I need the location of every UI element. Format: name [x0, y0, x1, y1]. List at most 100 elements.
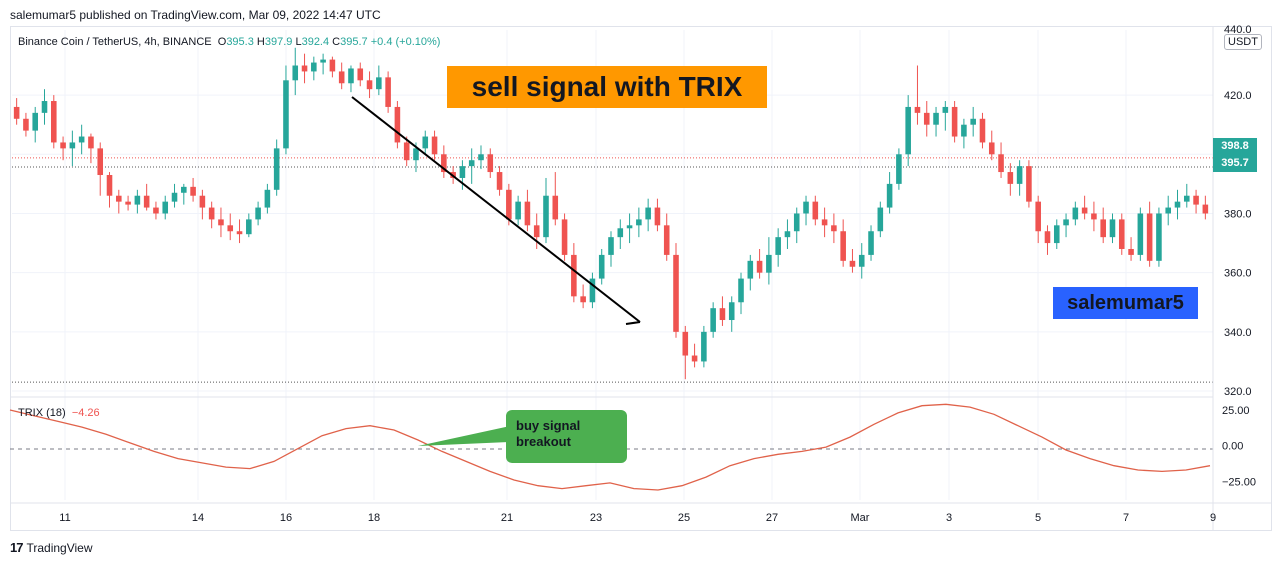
candle [951, 101, 958, 143]
footer-brand-label: TradingView [26, 540, 93, 555]
candle-body [357, 68, 364, 81]
time-tick-label: 23 [590, 512, 602, 524]
time-tick-label: 18 [368, 512, 380, 524]
candle-body [766, 254, 772, 273]
candle-body [552, 195, 559, 220]
candle [970, 106, 976, 137]
candle-body [868, 231, 874, 255]
currency-unit-button[interactable]: USDT [1224, 34, 1262, 50]
candle [1035, 195, 1041, 244]
candle [617, 219, 624, 249]
candle-body [366, 80, 373, 90]
candle-body [413, 148, 419, 161]
candle [376, 65, 382, 96]
candle-body [1156, 213, 1162, 261]
candle [23, 112, 29, 137]
candle [329, 56, 336, 78]
candle-body [1072, 207, 1079, 220]
candle [78, 124, 85, 155]
candle-body [487, 154, 494, 173]
candle [199, 189, 206, 220]
candle-body [942, 106, 949, 113]
candle-body [654, 207, 661, 226]
candle [60, 136, 66, 161]
candle [468, 148, 475, 184]
candle-body [311, 62, 317, 72]
candle-body [617, 228, 624, 238]
candle [923, 101, 930, 137]
candle [645, 198, 651, 232]
candle [32, 106, 39, 143]
candle-body [738, 278, 744, 303]
candle-body [831, 225, 837, 232]
candles-layer [13, 47, 1209, 380]
candle-body [236, 231, 243, 235]
candle-body [524, 201, 531, 226]
candle [812, 195, 819, 226]
candle-body [1193, 195, 1199, 205]
candle [979, 112, 986, 149]
footer-brand[interactable]: 17 TradingView [10, 540, 93, 555]
candle-body [598, 254, 605, 279]
candle [1128, 237, 1134, 261]
candle [961, 118, 967, 149]
candle [719, 296, 726, 326]
candle [877, 201, 884, 238]
candle-body [840, 231, 846, 261]
candle-body [23, 118, 29, 131]
candle [803, 195, 809, 226]
candle-body [97, 148, 104, 176]
candle-body [1007, 172, 1014, 184]
candle [190, 177, 196, 202]
candle-body [673, 254, 679, 332]
candle-body [1035, 201, 1041, 232]
candle [533, 213, 540, 249]
candle-body [701, 331, 707, 362]
trend-arrow [351, 96, 641, 325]
candle [385, 71, 391, 113]
time-tick-label: 25 [678, 512, 690, 524]
candle-body [682, 331, 689, 356]
candle-body [533, 225, 540, 238]
candle-body [988, 142, 995, 155]
candle [320, 53, 326, 75]
candle [441, 145, 447, 178]
candle [301, 53, 308, 84]
candle [1137, 207, 1144, 261]
candle [636, 207, 642, 238]
candle [357, 62, 364, 87]
candle [571, 243, 577, 303]
candle-body [496, 172, 503, 190]
candle-body [1137, 213, 1144, 255]
symbol-legend: Binance Coin / TetherUS, 4h, BINANCE O39… [18, 36, 440, 48]
candle-body [441, 154, 447, 173]
candle [246, 213, 252, 238]
candle-body [1081, 207, 1088, 214]
candle [654, 198, 661, 232]
price-tick-label: 380.0 [1224, 208, 1252, 220]
candle [459, 160, 466, 190]
candle [738, 272, 744, 315]
candle [682, 325, 689, 380]
candle [1026, 160, 1032, 208]
candle [942, 101, 949, 131]
candle [1063, 213, 1069, 238]
candle [422, 130, 429, 155]
candle-body [877, 207, 884, 232]
candle [125, 195, 131, 211]
candle-body [710, 308, 716, 332]
candle-body [320, 59, 326, 63]
candle-body [181, 186, 187, 193]
candle-body [506, 189, 512, 220]
candle-body [283, 80, 289, 149]
candle-body [32, 112, 39, 131]
candle-body [719, 308, 726, 321]
candle-body [153, 207, 159, 214]
candle [886, 172, 893, 214]
candle [1146, 201, 1153, 267]
candle-body [218, 219, 224, 226]
candle [41, 89, 48, 125]
candle [905, 95, 911, 167]
price-axis: 320.0 340.0 360.0 380.0 420.0 −25.00 0.00 25.00 [1222, 90, 1256, 488]
